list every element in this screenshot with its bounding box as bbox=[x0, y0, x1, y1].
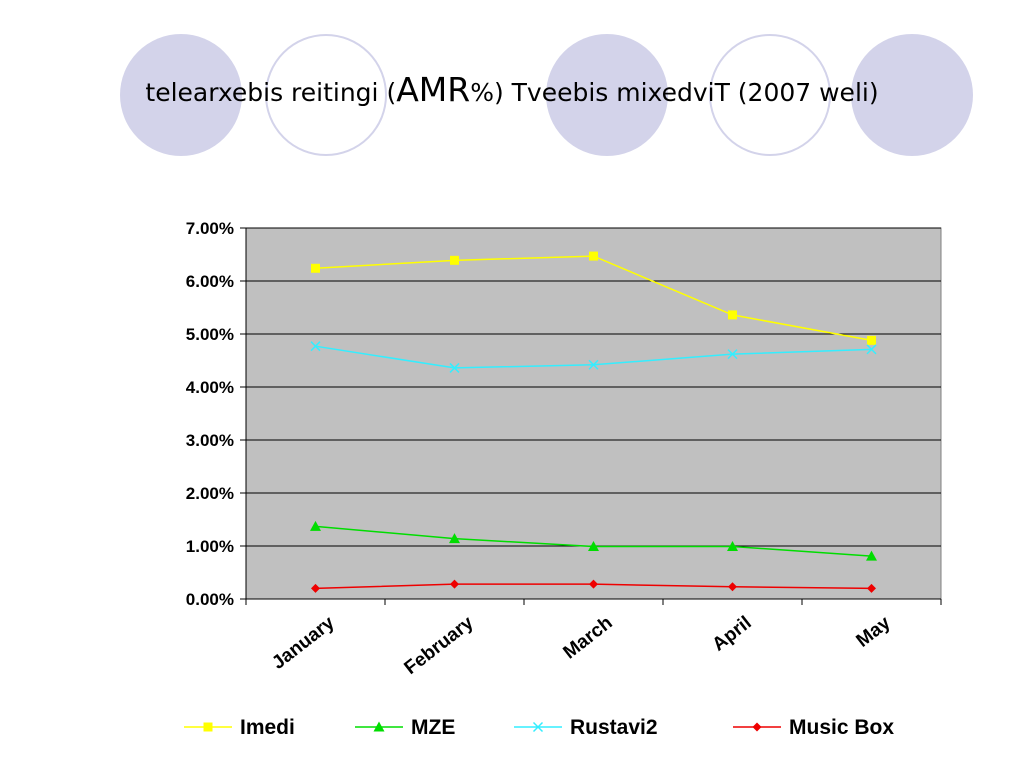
x-tick-label-april: April bbox=[709, 612, 756, 655]
legend-marker-imedi bbox=[203, 722, 213, 732]
data-point-music-box-3 bbox=[728, 582, 737, 592]
plot-area bbox=[245, 227, 942, 600]
y-tick-label: 7.00% bbox=[186, 219, 234, 238]
title-prefix: telearxebis reitingi ( bbox=[145, 78, 397, 107]
title-suffix: %) Tveebis mixedviT (2007 weli) bbox=[470, 78, 879, 107]
data-point-imedi-0 bbox=[311, 263, 320, 273]
data-point-imedi-1 bbox=[450, 255, 459, 265]
data-point-mze-3 bbox=[727, 541, 738, 552]
data-point-rustavi2-1 bbox=[449, 362, 460, 373]
y-tick-label: 2.00% bbox=[186, 484, 234, 503]
data-point-mze-1 bbox=[449, 533, 460, 544]
data-point-music-box-2 bbox=[589, 579, 598, 589]
data-point-imedi-2 bbox=[589, 251, 598, 261]
y-tick-label: 3.00% bbox=[186, 431, 234, 450]
data-point-music-box-4 bbox=[867, 583, 876, 593]
data-point-imedi-4 bbox=[867, 335, 876, 345]
legend-marker-music-box bbox=[752, 722, 762, 732]
data-point-rustavi2-0 bbox=[310, 341, 321, 352]
slide-title: telearxebis reitingi (AMR%) Tveebis mixe… bbox=[0, 70, 1024, 109]
data-point-rustavi2-2 bbox=[588, 359, 599, 370]
data-point-music-box-1 bbox=[450, 579, 459, 589]
y-tick-label: 0.00% bbox=[186, 590, 234, 609]
data-point-music-box-0 bbox=[311, 583, 320, 593]
legend-marker-mze bbox=[373, 721, 385, 732]
decor-circle-ring-1 bbox=[265, 34, 387, 156]
y-tick-label: 4.00% bbox=[186, 378, 234, 397]
legend-marker-rustavi2 bbox=[532, 721, 544, 733]
decor-circle-filled-2 bbox=[546, 34, 668, 156]
decor-circle-filled-3 bbox=[851, 34, 973, 156]
legend-label-imedi: Imedi bbox=[240, 716, 295, 739]
y-tick-label: 1.00% bbox=[186, 537, 234, 556]
x-tick-label-january: January bbox=[268, 612, 339, 674]
title-amr: AMR bbox=[396, 70, 471, 109]
x-tick-label-february: February bbox=[401, 612, 478, 679]
data-point-mze-4 bbox=[866, 550, 877, 561]
legend-label-mze: MZE bbox=[411, 716, 455, 739]
data-point-rustavi2-4 bbox=[866, 344, 877, 355]
data-point-mze-2 bbox=[588, 541, 599, 552]
x-tick-label-may: May bbox=[853, 612, 895, 652]
data-point-rustavi2-3 bbox=[727, 349, 738, 360]
decor-circle-filled-1 bbox=[120, 34, 242, 156]
data-point-imedi-3 bbox=[728, 310, 737, 320]
y-tick-label: 5.00% bbox=[186, 325, 234, 344]
y-tick-label: 6.00% bbox=[186, 272, 234, 291]
decor-circle-ring-2 bbox=[709, 34, 831, 156]
legend-label-rustavi2: Rustavi2 bbox=[570, 716, 658, 739]
x-tick-label-march: March bbox=[560, 612, 617, 663]
legend-label-music-box: Music Box bbox=[789, 716, 894, 739]
data-point-mze-0 bbox=[310, 520, 321, 531]
